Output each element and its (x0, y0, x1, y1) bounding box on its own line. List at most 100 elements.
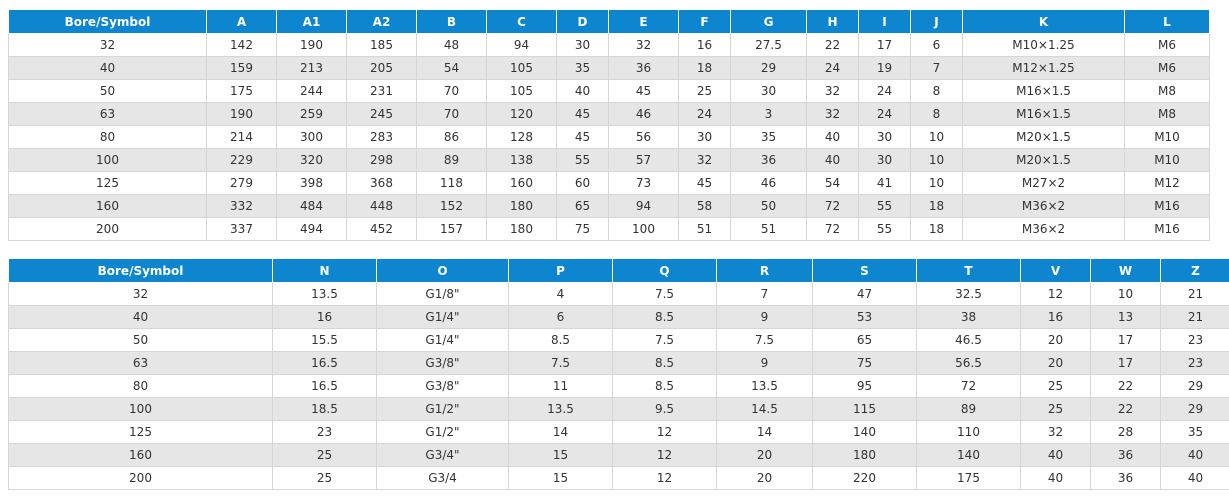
table-cell-s: 53 (812, 305, 917, 329)
table-cell-bore-symbol: 100 (8, 397, 273, 421)
table-cell-w: 17 (1090, 351, 1161, 375)
table-cell-j: 7 (910, 56, 963, 80)
table-cell-bore-symbol: 40 (8, 305, 273, 329)
table-cell-s: 140 (812, 420, 917, 444)
table-cell-bore-symbol: 200 (8, 217, 207, 241)
table-cell-bore-symbol: 100 (8, 148, 207, 172)
table-cell-i: 24 (858, 102, 911, 126)
table-cell-n: 25 (272, 466, 377, 490)
table-cell-n: 13.5 (272, 282, 377, 306)
table-cell-a: 159 (206, 56, 277, 80)
table-cell-k: M27×2 (962, 171, 1125, 195)
table-cell-h: 72 (806, 217, 859, 241)
table-cell-j: 10 (910, 171, 963, 195)
table-cell-a2: 231 (346, 79, 417, 103)
table-cell-q: 8.5 (612, 305, 717, 329)
table-cell-n: 16 (272, 305, 377, 329)
table-row: 50 175 244 231 70 105 40 45 25 30 32 24 8 M16×1.5 M8 (8, 79, 1210, 103)
table-cell-d: 60 (556, 171, 609, 195)
table-cell-s: 220 (812, 466, 917, 490)
table-row: 160 332 484 448 152 180 65 94 58 50 72 55 18 M36×2 M16 (8, 194, 1210, 218)
table-cell-a1: 484 (276, 194, 347, 218)
table-cell-v: 16 (1020, 305, 1091, 329)
table-cell-p: 15 (508, 443, 613, 467)
table-cell-f: 32 (678, 148, 731, 172)
column-header-a1: A1 (276, 9, 347, 34)
table-cell-r: 14.5 (716, 397, 813, 421)
column-header-bore-symbol: Bore/Symbol (8, 9, 207, 34)
column-header-q: Q (612, 258, 717, 283)
table-cell-p: 7.5 (508, 351, 613, 375)
table-cell-l: M12 (1124, 171, 1210, 195)
column-header-s: S (812, 258, 917, 283)
table-cell-r: 7 (716, 282, 813, 306)
table-cell-q: 8.5 (612, 351, 717, 375)
table-cell-r: 20 (716, 443, 813, 467)
table-cell-w: 17 (1090, 328, 1161, 352)
table-cell-g: 50 (730, 194, 807, 218)
table-cell-p: 6 (508, 305, 613, 329)
table-cell-bore-symbol: 125 (8, 420, 273, 444)
table-cell-k: M10×1.25 (962, 33, 1125, 57)
table-cell-k: M16×1.5 (962, 79, 1125, 103)
table-cell-a2: 368 (346, 171, 417, 195)
table-cell-bore-symbol: 32 (8, 282, 273, 306)
column-header-z: Z (1160, 258, 1229, 283)
table-cell-o: G1/2" (376, 397, 509, 421)
table-cell-f: 58 (678, 194, 731, 218)
table-cell-o: G1/4" (376, 305, 509, 329)
table-cell-h: 40 (806, 125, 859, 149)
table-cell-d: 40 (556, 79, 609, 103)
table-cell-q: 7.5 (612, 282, 717, 306)
table-cell-a2: 448 (346, 194, 417, 218)
table-cell-v: 40 (1020, 466, 1091, 490)
table-cell-s: 65 (812, 328, 917, 352)
column-header-i: I (858, 9, 911, 34)
table-cell-l: M8 (1124, 79, 1210, 103)
table-cell-k: M16×1.5 (962, 102, 1125, 126)
table-cell-a: 279 (206, 171, 277, 195)
table-cell-a: 142 (206, 33, 277, 57)
table-cell-bore-symbol: 63 (8, 351, 273, 375)
table-cell-q: 12 (612, 420, 717, 444)
table-cell-r: 20 (716, 466, 813, 490)
table-cell-l: M16 (1124, 194, 1210, 218)
table-cell-s: 95 (812, 374, 917, 398)
column-header-o: O (376, 258, 509, 283)
table-cell-q: 7.5 (612, 328, 717, 352)
table-cell-l: M8 (1124, 102, 1210, 126)
table-cell-j: 8 (910, 102, 963, 126)
table-cell-b: 118 (416, 171, 487, 195)
table-cell-e: 45 (608, 79, 679, 103)
table-cell-f: 45 (678, 171, 731, 195)
table-cell-n: 25 (272, 443, 377, 467)
table-cell-k: M20×1.5 (962, 125, 1125, 149)
table-cell-j: 6 (910, 33, 963, 57)
table-cell-s: 115 (812, 397, 917, 421)
table-cell-z: 23 (1160, 328, 1229, 352)
column-header-c: C (486, 9, 557, 34)
table-cell-i: 55 (858, 217, 911, 241)
column-header-h: H (806, 9, 859, 34)
table-cell-w: 36 (1090, 443, 1161, 467)
table-cell-bore-symbol: 160 (8, 194, 207, 218)
table-cell-z: 29 (1160, 397, 1229, 421)
table-cell-bore-symbol: 32 (8, 33, 207, 57)
column-header-e: E (608, 9, 679, 34)
table-row: 40 159 213 205 54 105 35 36 18 29 24 19 7 M12×1.25 M6 (8, 56, 1210, 80)
table-cell-c: 105 (486, 79, 557, 103)
table-cell-d: 30 (556, 33, 609, 57)
dimension-table-2: Bore/Symbol N O P Q R S T V W Z 32 13.5 G1/8" 4 7.5 7 47… (8, 258, 1229, 490)
table-cell-a1: 244 (276, 79, 347, 103)
table-cell-w: 28 (1090, 420, 1161, 444)
table-cell-e: 57 (608, 148, 679, 172)
table-cell-q: 12 (612, 466, 717, 490)
table-cell-n: 18.5 (272, 397, 377, 421)
table-cell-t: 72 (916, 374, 1021, 398)
table-cell-i: 30 (858, 148, 911, 172)
table-cell-g: 46 (730, 171, 807, 195)
table-cell-a1: 190 (276, 33, 347, 57)
table-cell-d: 55 (556, 148, 609, 172)
table-cell-a2: 205 (346, 56, 417, 80)
table-cell-r: 9 (716, 305, 813, 329)
